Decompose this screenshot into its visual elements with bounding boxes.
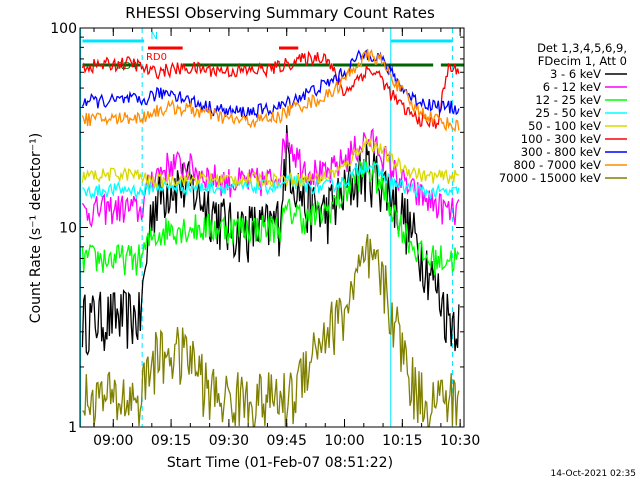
series-line-9: [82, 234, 460, 427]
legend-entry-2: 6 - 12 keV: [543, 80, 601, 94]
series-line-6: [81, 50, 460, 129]
series-line-8: [81, 48, 460, 133]
legend-entry-5: 50 - 100 keV: [528, 119, 601, 133]
x-tick-label-1: 09:00: [93, 433, 133, 449]
chart-title: RHESSI Observing Summary Count Rates: [125, 4, 435, 22]
flag-label-rd4: RD4: [116, 61, 137, 72]
attenuator-flags: N RD0 RD4: [82, 31, 464, 72]
legend: Det 1,3,4,5,6,9,FDecim 1, Att 03 - 6 keV…: [499, 41, 627, 185]
legend-header-2: FDecim 1, Att 0: [538, 54, 627, 68]
flag-label-n: N: [150, 31, 157, 42]
legend-entry-1: 3 - 6 keV: [550, 67, 601, 81]
x-axis-label: Start Time (01-Feb-07 08:51:22): [167, 455, 393, 471]
legend-entry-4: 25 - 50 keV: [535, 106, 601, 120]
x-tick-label-6: 10:15: [382, 433, 422, 449]
legend-entry-3: 12 - 25 keV: [535, 93, 601, 107]
x-tick-label-3: 09:30: [209, 433, 249, 449]
footer-timestamp: 14-Oct-2021 02:35: [551, 469, 636, 479]
x-tick-label-2: 09:15: [151, 433, 191, 449]
data-series: [81, 48, 460, 427]
series-line-3: [81, 160, 460, 276]
axes: 09:00 09:15 09:30 09:45 10:00 10:15 10:30 1 10 10…: [50, 21, 480, 449]
x-tick-label-5: 10:00: [324, 433, 364, 449]
flag-label-rd0: RD0: [146, 52, 167, 63]
x-tick-label-4: 09:45: [267, 433, 307, 449]
legend-entry-6: 100 - 300 keV: [521, 132, 601, 146]
x-tick-label-7: 10:30: [440, 433, 480, 449]
legend-header-1: Det 1,3,4,5,6,9,: [537, 41, 627, 55]
legend-entry-9: 7000 - 15000 keV: [499, 171, 601, 185]
y-axis-label: Count Rate (s⁻¹ detector⁻¹): [28, 133, 44, 323]
y-tick-label-3: 100: [50, 21, 77, 37]
legend-entry-8: 800 - 7000 keV: [513, 158, 601, 172]
series-line-5: [81, 136, 460, 188]
series-line-1: [81, 124, 460, 356]
legend-entry-7: 300 - 800 keV: [521, 145, 601, 159]
y-tick-label-2: 10: [59, 221, 77, 237]
series-line-4: [82, 161, 460, 200]
y-tick-label-1: 1: [68, 420, 77, 436]
